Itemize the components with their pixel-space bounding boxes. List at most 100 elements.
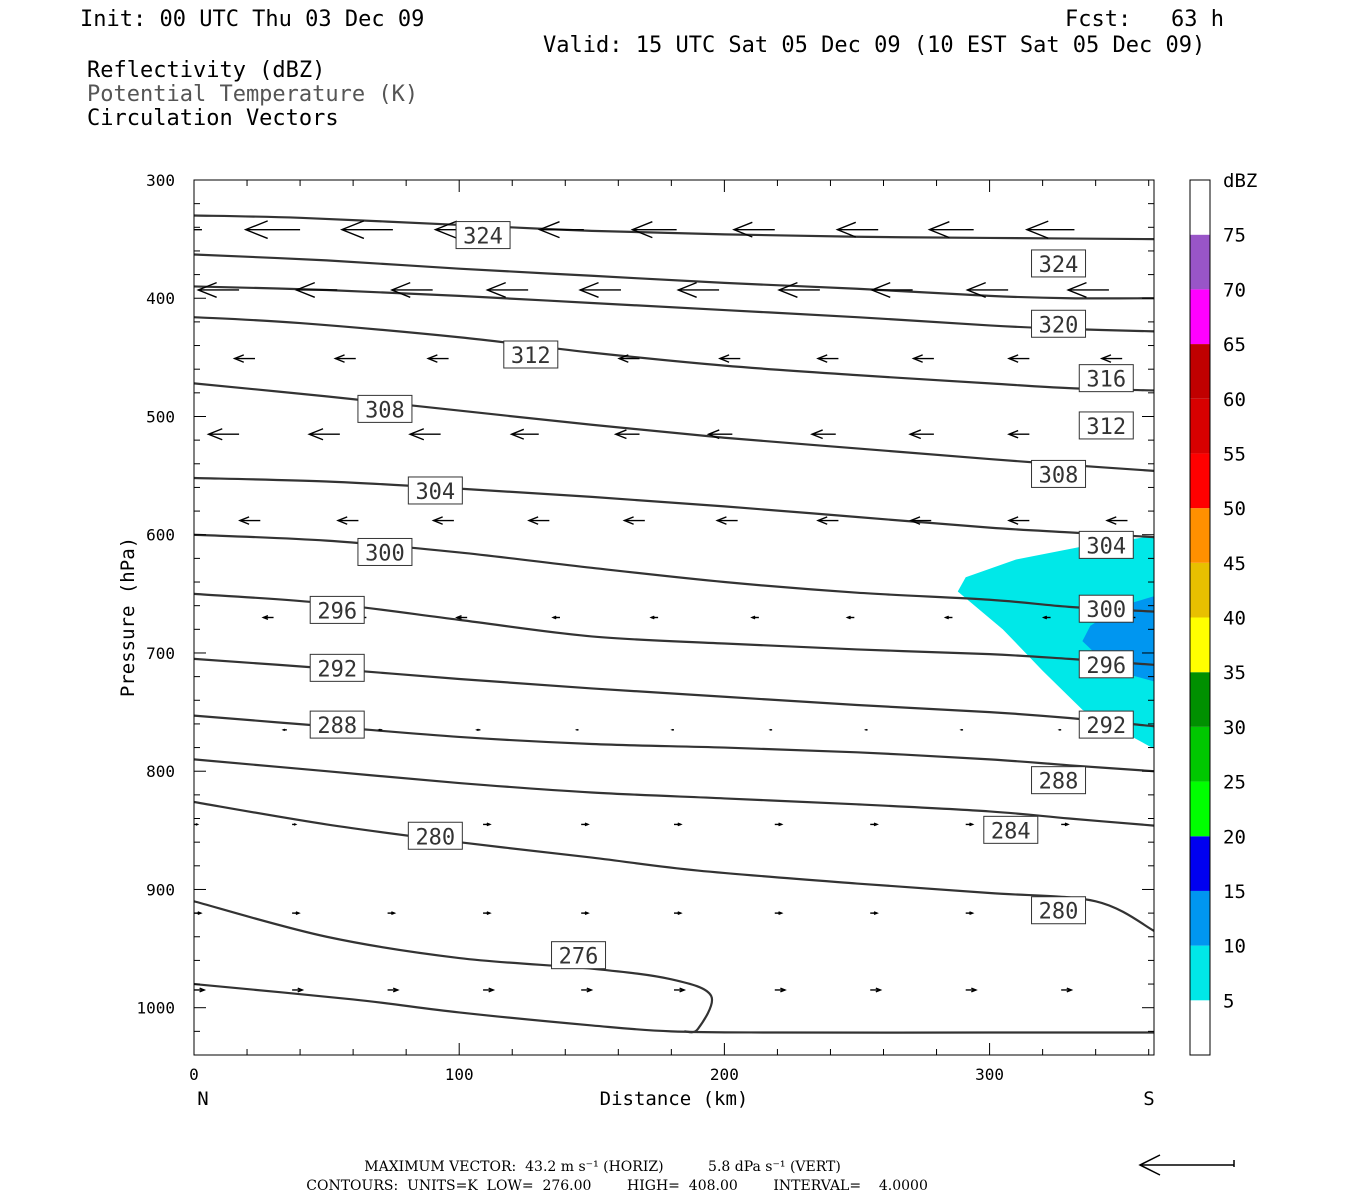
- reflectivity-5-dbz-area: [957, 535, 1154, 749]
- colorbar-swatch: [1190, 180, 1210, 235]
- theta-contour-288-10: [194, 758, 1154, 827]
- plot-frame: [193, 179, 1155, 1056]
- contour-label-text: 288: [317, 714, 357, 739]
- contour-label-text: 300: [1086, 598, 1126, 623]
- colorbar-tick-label: 10: [1223, 936, 1246, 958]
- colorbar-tick-label: 20: [1223, 826, 1246, 848]
- circulation-vector: [845, 615, 855, 620]
- colorbar-tick-label: 30: [1223, 717, 1246, 739]
- theta-contour-316-3: [194, 316, 1154, 392]
- circulation-vector: [1057, 728, 1062, 731]
- contour-label-text: 284: [991, 819, 1031, 844]
- y-tick-label: 900: [146, 880, 175, 899]
- contour-label: 304: [407, 476, 463, 505]
- circulation-vector: [261, 615, 274, 620]
- circulation-vector: [670, 728, 674, 731]
- reference-vector-arrow: [1138, 1154, 1235, 1176]
- contour-label-text: 304: [1086, 534, 1126, 559]
- contour-label-text: 296: [317, 599, 357, 624]
- field-name-reflectivity: Reflectivity (dBZ): [87, 58, 325, 83]
- theta-contour-312-4: [194, 382, 1154, 472]
- circulation-vector: [1061, 987, 1074, 993]
- x-tick-label: 0: [189, 1065, 199, 1084]
- circulation-vector: [869, 281, 913, 298]
- y-tick-label: 800: [146, 762, 175, 781]
- circulation-vector: [387, 987, 400, 993]
- circulation-vector: [238, 516, 261, 525]
- circulation-vector: [292, 911, 301, 915]
- circulation-vector: [1024, 220, 1075, 239]
- colorbar-tick-label: 70: [1223, 279, 1246, 301]
- colorbar-swatch: [1190, 344, 1210, 399]
- contour-label-text: 292: [1086, 714, 1126, 739]
- y-axis-title: Pressure (hPa): [117, 537, 139, 697]
- circulation-vector: [777, 281, 820, 298]
- circulation-vector: [1061, 822, 1070, 827]
- circulation-vector: [768, 728, 773, 731]
- x-tick-label: 200: [710, 1065, 739, 1084]
- circulation-vector: [718, 354, 741, 363]
- colorbar-tick-label: 15: [1223, 881, 1246, 903]
- contour-label-text: 324: [1039, 253, 1079, 278]
- x-axis-title: Distance (km): [600, 1088, 749, 1110]
- circulation-vector: [732, 221, 775, 238]
- circulation-vector: [676, 281, 720, 298]
- contour-label-text: 276: [559, 945, 599, 970]
- circulation-vector: [232, 354, 255, 363]
- colorbar-swatch: [1190, 562, 1210, 618]
- contour-label: 300: [357, 537, 413, 566]
- forecast-hour: Fcst: 63 h: [1065, 7, 1224, 32]
- x-tick-label: 300: [975, 1065, 1004, 1084]
- circulation-vector: [774, 822, 784, 827]
- field-name-vectors: Circulation Vectors: [87, 106, 339, 131]
- circulation-vector: [574, 728, 579, 731]
- theta-contour-324-0: [194, 214, 1154, 241]
- circulation-vector: [908, 516, 932, 525]
- colorbar-tick-label: 75: [1223, 225, 1246, 247]
- x-tick-label: 100: [445, 1065, 474, 1084]
- contour-label: 288: [1031, 766, 1087, 795]
- contour-label-text: 292: [317, 657, 357, 682]
- circulation-vector: [377, 728, 383, 732]
- colorbar-swatch: [1190, 617, 1210, 673]
- contour-label-text: 288: [1039, 770, 1079, 795]
- circulation-vector: [810, 429, 836, 440]
- contour-label: 304: [1078, 530, 1134, 559]
- contour-label: 312: [503, 340, 559, 369]
- circulation-vector: [387, 911, 397, 915]
- reflectivity-10-dbz-area: [1082, 596, 1154, 682]
- circulation-vector: [943, 615, 953, 620]
- circulation-vector: [483, 911, 492, 915]
- footer-max-vector-text: MAXIMUM VECTOR: 43.2 m s⁻¹ (HORIZ) 5.8 d…: [364, 1159, 841, 1175]
- circulation-vector: [864, 728, 868, 731]
- colorbar-swatch: [1190, 945, 1210, 1001]
- colorbar-swatch: [1190, 1000, 1210, 1055]
- circulation-vector: [835, 221, 879, 238]
- circulation-vector: [581, 911, 590, 915]
- contour-label: 308: [357, 394, 413, 423]
- circulation-vector: [630, 221, 677, 239]
- circulation-vector: [674, 822, 683, 827]
- contour-label: 280: [407, 821, 463, 850]
- circulation-vectors: [194, 220, 1136, 993]
- circulation-vector: [816, 516, 839, 525]
- contour-labels: 324 324 320 316 312 312 308 308 304 304 300 300 296 2…: [309, 221, 1134, 970]
- colorbar-tick-label: 60: [1223, 389, 1246, 411]
- circulation-vector: [617, 354, 640, 363]
- valid-time: Valid: 15 UTC Sat 05 Dec 09 (10 EST Sat …: [543, 33, 1205, 58]
- colorbar-swatch: [1190, 836, 1210, 891]
- contour-label: 292: [1078, 710, 1134, 739]
- contour-label: 292: [309, 653, 365, 682]
- colorbar-swatch: [1190, 781, 1210, 837]
- contour-label-text: 320: [1039, 313, 1079, 338]
- circulation-vector: [292, 823, 298, 826]
- circulation-vector: [816, 354, 839, 363]
- circulation-vector: [340, 220, 393, 240]
- circulation-vector: [750, 615, 759, 620]
- theta-contour-320-2: [194, 285, 1154, 333]
- circulation-vector: [613, 429, 640, 440]
- contour-label: 284: [983, 815, 1039, 844]
- circulation-vector: [307, 428, 340, 441]
- colorbar-swatch: [1190, 672, 1210, 727]
